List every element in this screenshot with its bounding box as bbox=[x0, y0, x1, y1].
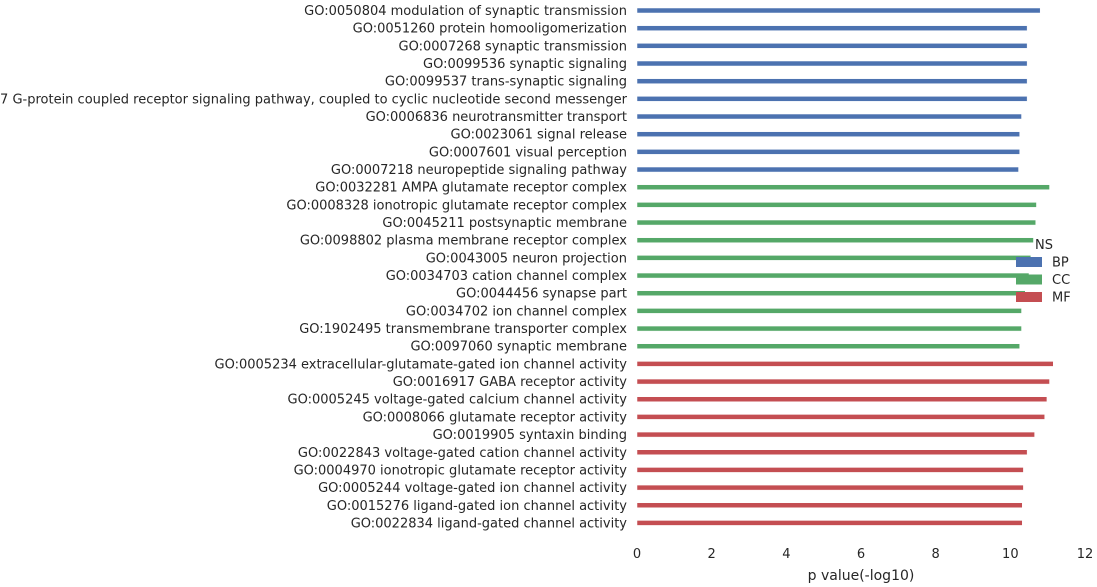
category-label: GO:0034702 ion channel complex bbox=[406, 304, 627, 319]
category-label: GO:0007601 visual perception bbox=[429, 145, 627, 160]
x-tick-label: 12 bbox=[1077, 547, 1094, 562]
category-labels-group: GO:0050804 modulation of synaptic transm… bbox=[0, 4, 628, 531]
legend-swatch-cc bbox=[1016, 274, 1042, 285]
category-label: GO:0098802 plasma membrane receptor comp… bbox=[300, 234, 627, 249]
legend-swatch-mf bbox=[1016, 292, 1042, 302]
category-label: GO:0005244 voltage-gated ion channel act… bbox=[318, 481, 627, 496]
category-label: GO:0008328 ionotropic glutamate receptor… bbox=[286, 198, 627, 213]
bar-cc bbox=[636, 325, 1022, 332]
bar-cc bbox=[636, 343, 1020, 349]
bar-bp bbox=[636, 166, 1019, 173]
legend: NS BP CC MF bbox=[1016, 238, 1071, 306]
legend-label-cc: CC bbox=[1052, 273, 1070, 288]
bar-bp bbox=[636, 149, 1020, 155]
x-axis: 0 2 4 6 8 10 12 bbox=[633, 547, 1093, 562]
category-label: GO:0043005 neuron projection bbox=[426, 251, 627, 266]
category-label: GO:0022834 ligand-gated channel activity bbox=[351, 516, 628, 531]
x-axis-label: p value(-log10) bbox=[808, 568, 915, 584]
category-label: GO:0097060 synaptic membrane bbox=[410, 340, 627, 355]
category-label: GO:0005245 voltage-gated calcium channel… bbox=[288, 393, 628, 408]
category-label: GO:0023061 signal release bbox=[451, 128, 627, 143]
bar-mf bbox=[636, 431, 1035, 438]
bar-mf bbox=[636, 449, 1028, 455]
bar-mf bbox=[636, 396, 1048, 402]
bar-bp bbox=[636, 78, 1028, 84]
category-label: GO:0004970 ionotropic glutamate receptor… bbox=[294, 463, 628, 478]
category-label: GO:0007218 neuropeptide signaling pathwa… bbox=[331, 163, 627, 178]
bar-cc bbox=[636, 202, 1037, 208]
category-label: GO:0005234 extracellular-glutamate-gated… bbox=[215, 357, 628, 372]
category-label: GO:0045211 postsynaptic membrane bbox=[382, 216, 627, 231]
bar-cc bbox=[636, 219, 1036, 226]
category-label: GO:1902495 transmembrane transporter com… bbox=[299, 322, 627, 337]
category-label: GO:0006836 neurotransmitter transport bbox=[366, 110, 627, 125]
bar-mf bbox=[636, 520, 1023, 526]
category-label: GO:0044456 synapse part bbox=[456, 287, 627, 302]
category-label: GO:0007268 synaptic transmission bbox=[399, 39, 627, 54]
bar-bp bbox=[636, 96, 1028, 102]
bar-cc bbox=[636, 237, 1034, 243]
legend-label-mf: MF bbox=[1052, 291, 1071, 306]
bar-bp bbox=[636, 43, 1028, 49]
x-tick-label: 0 bbox=[633, 547, 641, 562]
bar-mf bbox=[636, 484, 1024, 491]
legend-label-bp: BP bbox=[1052, 256, 1069, 271]
bar-mf bbox=[636, 414, 1045, 420]
bar-mf bbox=[636, 361, 1054, 367]
bar-bp bbox=[636, 131, 1020, 137]
category-label: GO:0019905 syntaxin binding bbox=[433, 428, 627, 443]
category-label: GO:0007187 G-protein coupled receptor si… bbox=[0, 92, 628, 107]
bars-group bbox=[636, 7, 1054, 526]
category-label: GO:0099536 synaptic signaling bbox=[423, 57, 627, 72]
bar-mf bbox=[636, 467, 1024, 473]
legend-title: NS bbox=[1035, 238, 1053, 253]
category-label: GO:0008066 glutamate receptor activity bbox=[363, 410, 628, 425]
x-tick-label: 10 bbox=[1002, 547, 1019, 562]
category-label: GO:0032281 AMPA glutamate receptor compl… bbox=[315, 181, 627, 196]
bar-cc bbox=[636, 272, 1030, 279]
category-label: GO:0099537 trans-synaptic signaling bbox=[385, 75, 627, 90]
bar-cc bbox=[636, 290, 1026, 296]
category-label: GO:0034703 cation channel complex bbox=[386, 269, 628, 284]
bar-cc bbox=[636, 184, 1050, 190]
category-label: GO:0051260 protein homooligomerization bbox=[353, 22, 627, 37]
bar-mf bbox=[636, 378, 1050, 385]
bar-mf bbox=[636, 502, 1023, 509]
bar-bp bbox=[636, 60, 1028, 67]
category-label: GO:0016917 GABA receptor activity bbox=[393, 375, 628, 390]
x-tick-label: 6 bbox=[857, 547, 865, 562]
x-tick-label: 2 bbox=[708, 547, 716, 562]
legend-swatch-bp bbox=[1016, 257, 1042, 267]
category-label: GO:0015276 ligand-gated ion channel acti… bbox=[327, 499, 628, 514]
bar-bp bbox=[636, 25, 1028, 31]
bar-bp bbox=[636, 113, 1022, 120]
x-tick-label: 4 bbox=[782, 547, 790, 562]
bar-bp bbox=[636, 7, 1041, 14]
bar-cc bbox=[636, 255, 1032, 261]
legend-items: BP CC MF bbox=[1016, 256, 1071, 306]
bar-cc bbox=[636, 308, 1022, 314]
category-label: GO:0050804 modulation of synaptic transm… bbox=[304, 4, 627, 19]
x-tick-label: 8 bbox=[932, 547, 940, 562]
category-label: GO:0022843 voltage-gated cation channel … bbox=[298, 446, 627, 461]
